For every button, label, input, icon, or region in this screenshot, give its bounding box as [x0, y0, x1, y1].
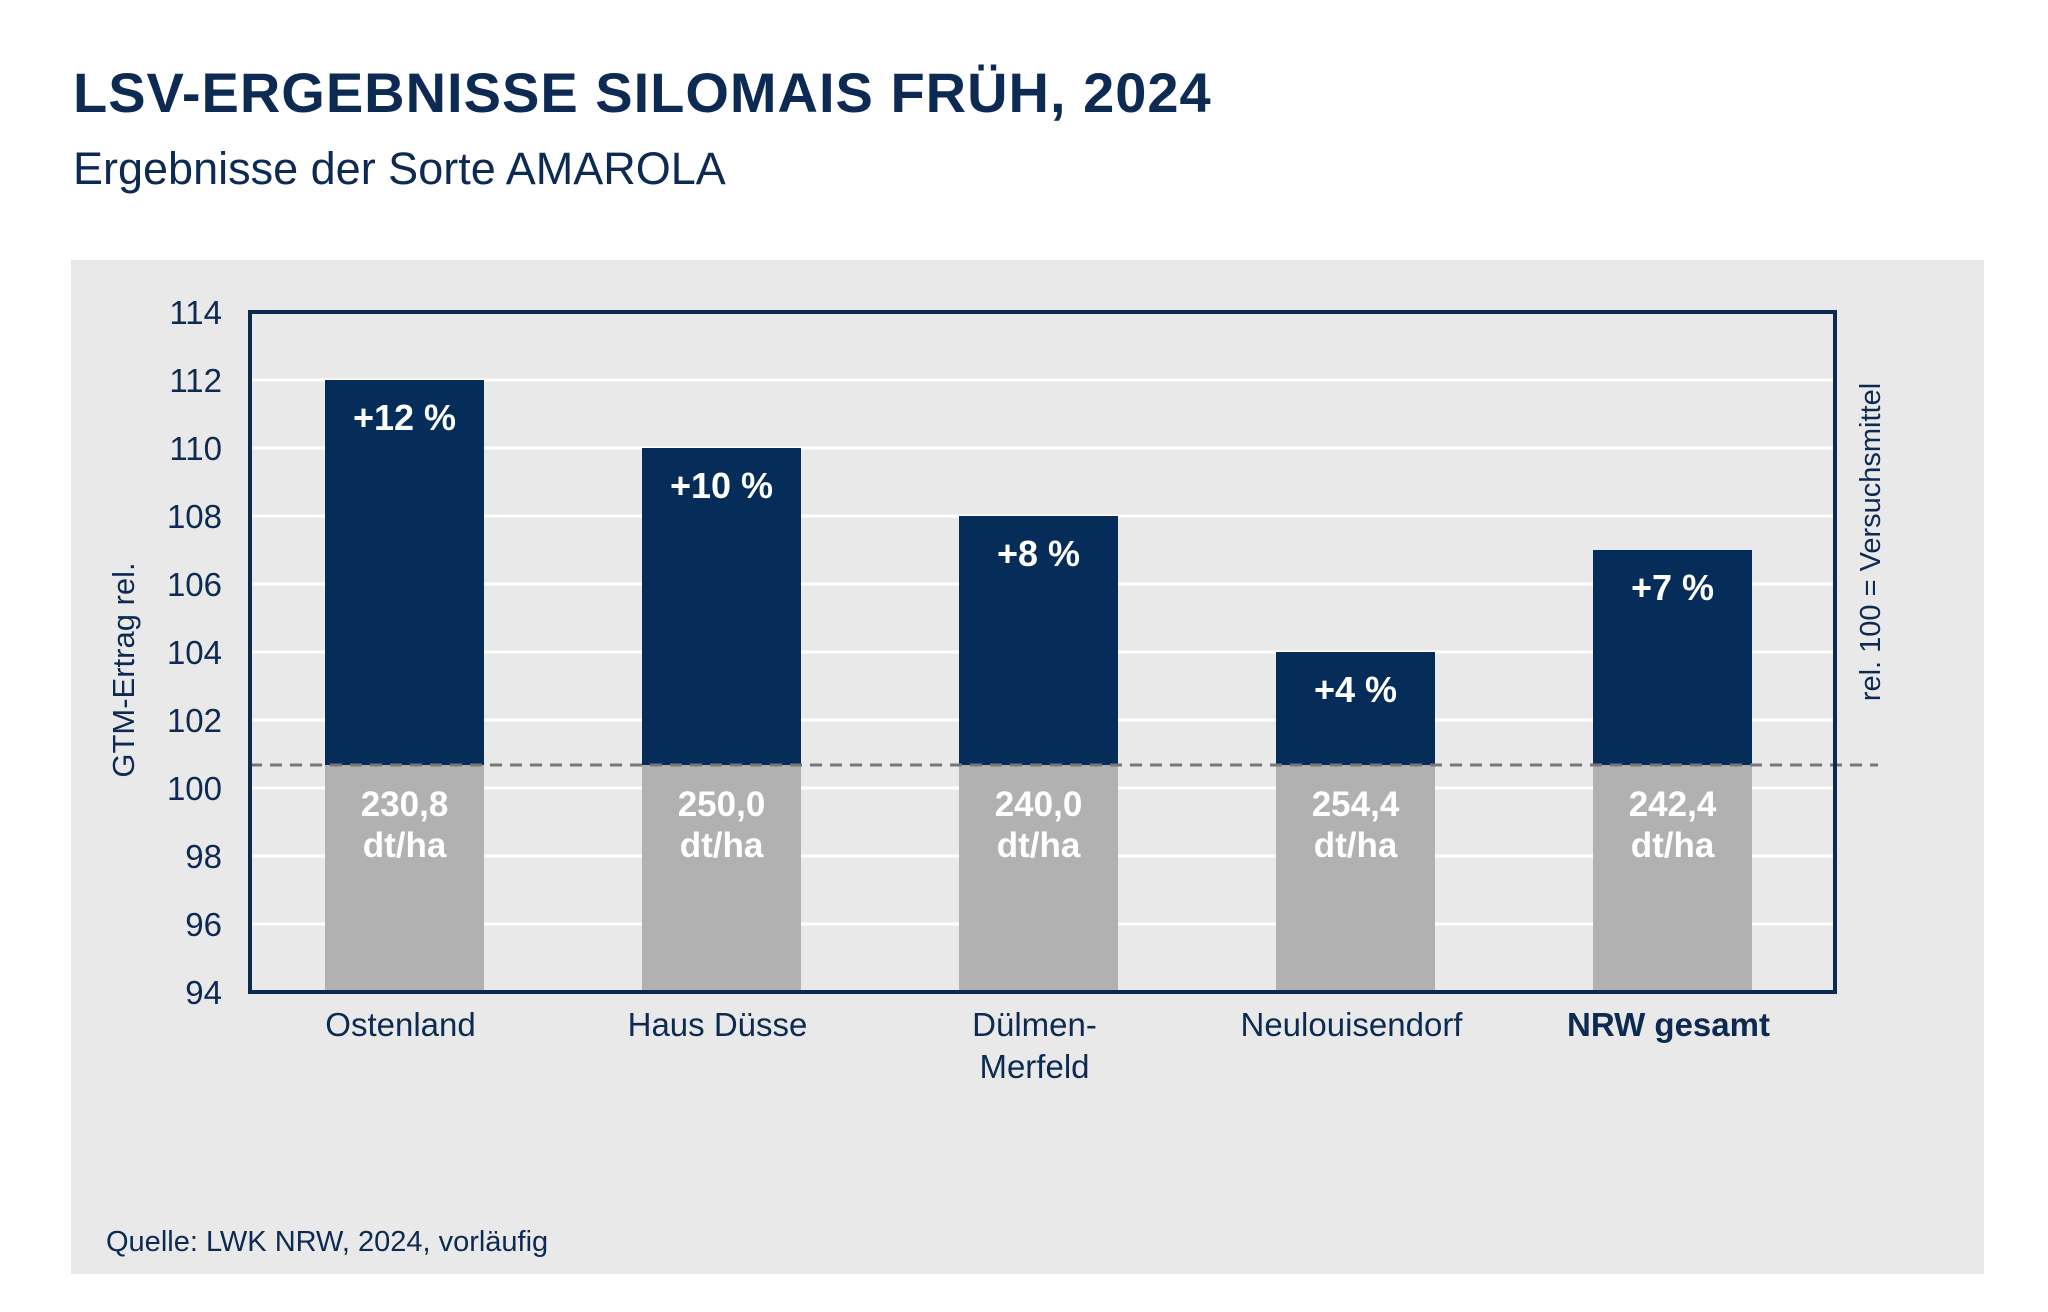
x-category-label: Haus Düsse — [628, 1006, 808, 1043]
y-tick-label: 94 — [185, 974, 222, 1011]
x-category-label: Merfeld — [979, 1048, 1089, 1085]
absolute-unit-label: dt/ha — [997, 826, 1081, 865]
bar — [1593, 550, 1752, 765]
y-tick-labels: 94 96 98 100 102 104 106 108 110 112 114 — [167, 294, 222, 1011]
x-category-label: Ostenland — [325, 1006, 475, 1043]
y-tick-label: 100 — [167, 770, 222, 807]
x-category-label: NRW gesamt — [1567, 1006, 1770, 1043]
absolute-value-label: 240,0 — [995, 785, 1083, 824]
absolute-value-label: 254,4 — [1312, 785, 1400, 824]
x-category-label: Neulouisendorf — [1241, 1006, 1464, 1043]
percent-label: +4 % — [1314, 669, 1397, 710]
source-note: Quelle: LWK NRW, 2024, vorläufig — [106, 1226, 549, 1258]
y-axis-label: GTM-Ertrag rel. — [106, 562, 141, 777]
y-tick-label: 108 — [167, 498, 222, 535]
y-tick-label: 102 — [167, 702, 222, 739]
absolute-unit-label: dt/ha — [1314, 826, 1398, 865]
percent-label: +8 % — [997, 533, 1080, 574]
bar-base-segment — [959, 765, 1118, 992]
x-category-labels: Ostenland Haus Düsse Dülmen- Merfeld Neuloui… — [325, 1006, 1770, 1085]
y-tick-label: 112 — [169, 362, 222, 399]
x-category-label: Dülmen- — [972, 1006, 1097, 1043]
bars — [325, 380, 1752, 992]
bar-base-segment — [1276, 765, 1435, 992]
absolute-unit-label: dt/ha — [680, 826, 764, 865]
y-tick-label: 96 — [185, 906, 222, 943]
absolute-unit-label: dt/ha — [363, 826, 447, 865]
chart-title: LSV-ERGEBNISSE SILOMAIS FRÜH, 2024 — [73, 61, 1212, 124]
bar — [1276, 652, 1435, 765]
percent-label: +12 % — [353, 397, 456, 438]
plot-frame-group — [248, 310, 1837, 994]
bar — [325, 380, 484, 765]
y-tick-label: 106 — [167, 566, 222, 603]
absolute-value-label: 230,8 — [361, 785, 449, 824]
y-tick-label: 104 — [167, 634, 222, 671]
bar-base-segment — [1593, 765, 1752, 992]
data-labels: +12 %230,8dt/ha+10 %250,0dt/ha+8 %240,0d… — [353, 397, 1717, 865]
chart-subtitle: Ergebnisse der Sorte AMAROLA — [73, 143, 726, 194]
percent-label: +10 % — [670, 465, 773, 506]
absolute-value-label: 242,4 — [1629, 785, 1717, 824]
plot-frame — [248, 310, 1837, 994]
absolute-unit-label: dt/ha — [1631, 826, 1715, 865]
bar — [959, 516, 1118, 765]
y-tick-label: 114 — [169, 294, 222, 331]
bar — [642, 448, 801, 765]
bar-base-segment — [642, 765, 801, 992]
reference-note-label: rel. 100 = Versuchsmittel — [1855, 383, 1887, 701]
y-tick-label: 110 — [169, 430, 222, 467]
absolute-value-label: 250,0 — [678, 785, 766, 824]
bar-base-segment — [325, 765, 484, 992]
percent-label: +7 % — [1631, 567, 1714, 608]
y-tick-label: 98 — [185, 838, 222, 875]
